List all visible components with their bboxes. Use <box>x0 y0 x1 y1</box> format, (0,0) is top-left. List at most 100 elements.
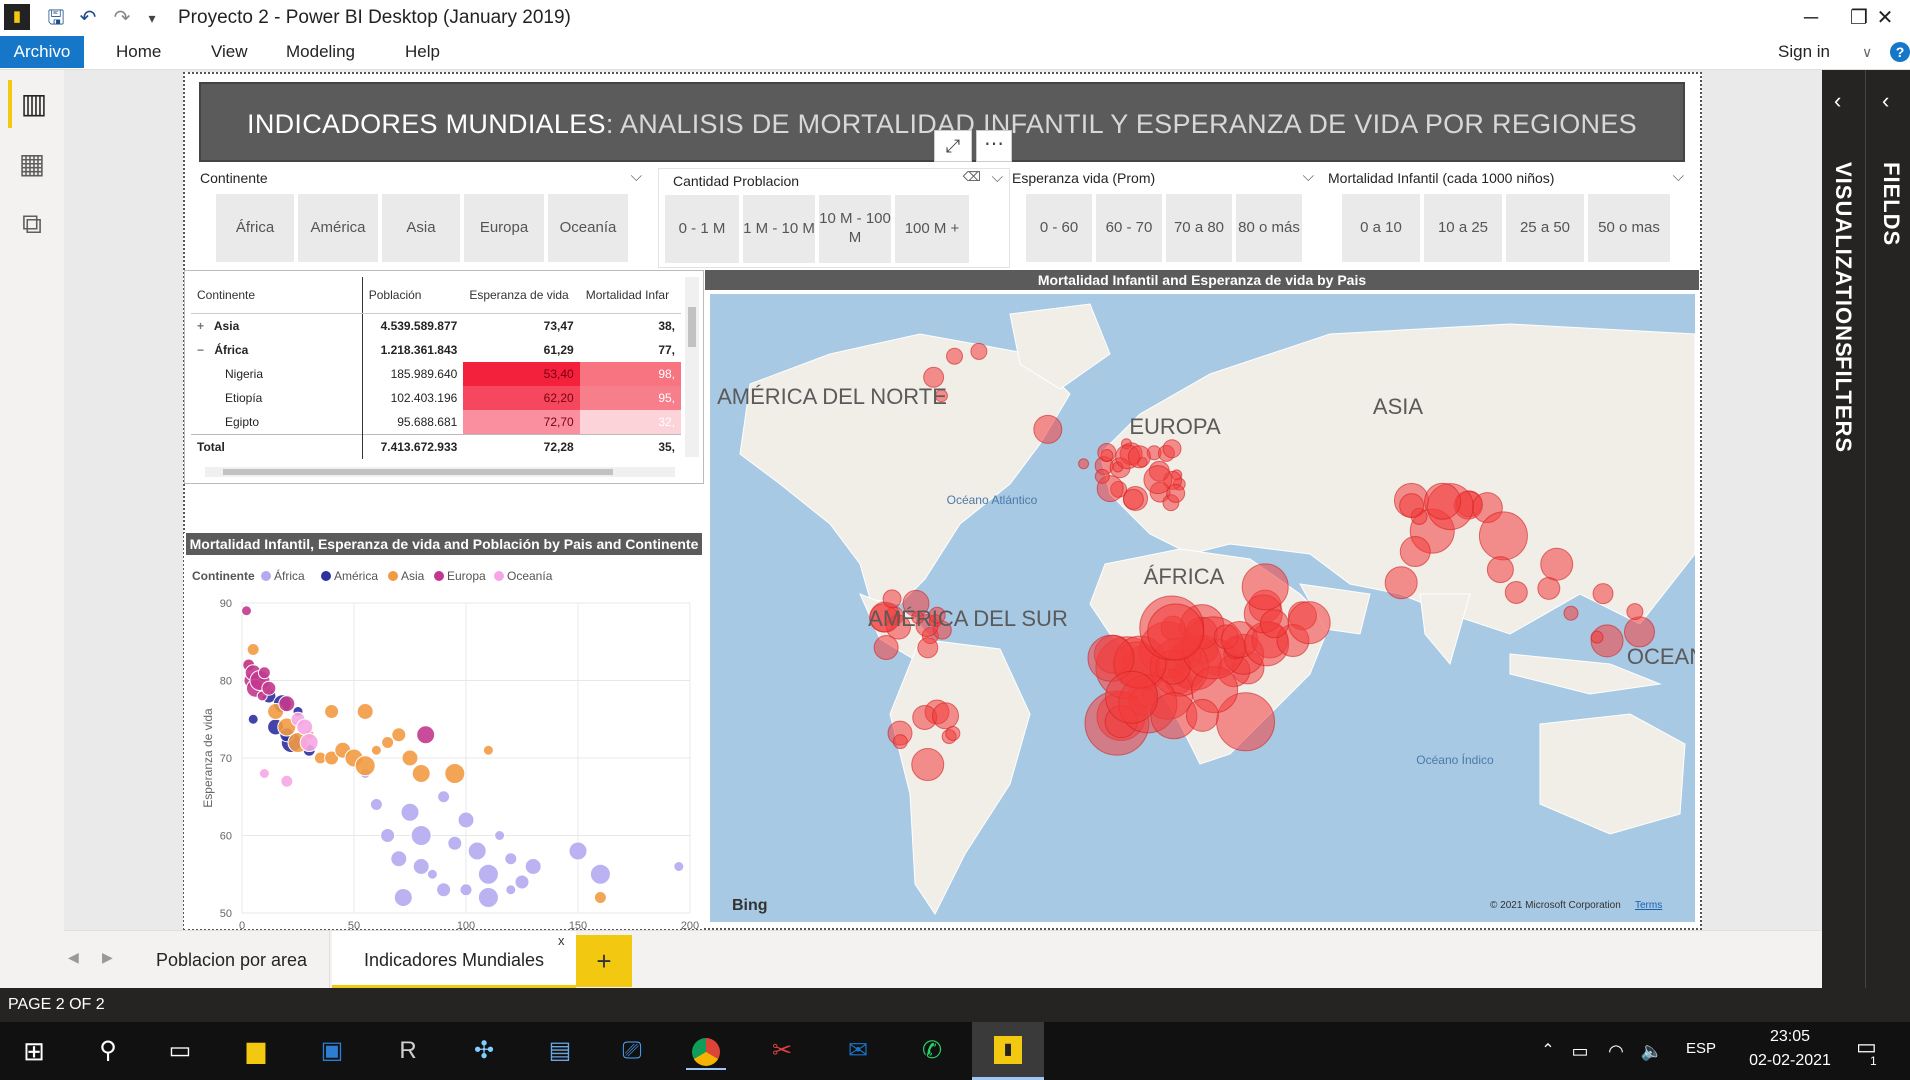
volume-icon[interactable]: 🔈 <box>1640 1041 1664 1061</box>
scatter-point[interactable] <box>391 727 407 743</box>
tab-file[interactable]: Archivo <box>0 36 84 68</box>
scatter-point[interactable] <box>467 841 487 861</box>
clock-time[interactable]: 23:05 <box>1769 1028 1811 1045</box>
scatter-point[interactable] <box>370 744 382 756</box>
slicer-option[interactable]: Oceanía <box>548 194 628 262</box>
tabs-scroll-left-icon[interactable]: ◀ <box>68 949 79 965</box>
remote-desktop-icon[interactable]: ▤ <box>548 1037 572 1064</box>
scatter-point[interactable] <box>296 718 314 736</box>
map-bubble[interactable] <box>1078 458 1090 470</box>
map-bubble[interactable] <box>1094 468 1110 484</box>
scatter-point[interactable] <box>258 768 270 779</box>
slicer-option[interactable]: África <box>216 194 294 262</box>
scatter-point[interactable] <box>400 802 420 822</box>
scatter-point[interactable] <box>381 736 395 749</box>
scatter-point[interactable] <box>410 825 432 846</box>
slicer-option[interactable]: Asia <box>382 194 460 262</box>
chevron-down-icon[interactable]: ⌵ <box>1672 168 1684 185</box>
map-bubble[interactable] <box>1592 583 1614 605</box>
scatter-point[interactable] <box>257 666 271 680</box>
scatter-point[interactable] <box>477 887 499 908</box>
legend-entry[interactable]: América <box>334 569 378 583</box>
scatter-point[interactable] <box>390 850 408 868</box>
slicer-option[interactable]: 60 - 70 <box>1096 194 1162 262</box>
table-row[interactable]: − África 1.218.361.843 61,29 77, <box>191 338 681 362</box>
scatter-point[interactable] <box>411 764 431 783</box>
slicer-option[interactable]: 10 M - 100 M <box>819 195 891 263</box>
task-view-icon[interactable]: ▭ <box>168 1037 192 1064</box>
map-bubble[interactable] <box>1486 556 1514 584</box>
notifications-icon[interactable]: ▭ <box>1856 1034 1877 1059</box>
scatter-point[interactable] <box>240 605 252 617</box>
map-bubble[interactable] <box>1033 414 1063 444</box>
slicer-option[interactable]: 0 a 10 <box>1342 194 1420 262</box>
chevron-down-icon[interactable]: ⌵ <box>630 168 642 185</box>
map-bubble[interactable] <box>1399 493 1425 519</box>
scatter-point[interactable] <box>299 733 319 752</box>
table-row[interactable]: Nigeria 185.989.640 53,40 98, <box>191 362 681 386</box>
scatter-point[interactable] <box>436 882 452 898</box>
scatter-point[interactable] <box>457 811 475 829</box>
map-bubble[interactable] <box>1162 439 1182 459</box>
slicer-option[interactable]: 0 - 60 <box>1026 194 1092 262</box>
slicer-option[interactable]: 100 M + <box>895 195 969 263</box>
scatter-point[interactable] <box>369 798 383 811</box>
map-bubble[interactable] <box>1241 563 1289 611</box>
scatter-point[interactable] <box>514 874 530 890</box>
map-bubble[interactable] <box>1143 465 1173 495</box>
scatter-point[interactable] <box>504 852 518 866</box>
undo-icon[interactable]: ↶ <box>79 7 97 29</box>
map-bubble[interactable] <box>1105 670 1159 724</box>
report-view-icon[interactable]: ▥ <box>8 80 56 128</box>
scatter-point[interactable] <box>568 841 588 861</box>
model-view-icon[interactable]: ⧉ <box>22 208 42 239</box>
show-hidden-icons-icon[interactable]: ⌃ <box>1541 1042 1555 1059</box>
redo-icon[interactable]: ↷ <box>113 7 131 29</box>
slicer-option[interactable]: América <box>298 194 378 262</box>
scatter-point[interactable] <box>356 703 374 720</box>
powershell-icon[interactable]: ▣ <box>320 1037 344 1064</box>
map-bubble[interactable] <box>1147 603 1205 661</box>
map-bubble[interactable] <box>946 347 964 365</box>
table-row[interactable]: Egipto 95.688.681 72,70 32, <box>191 410 681 435</box>
help-icon[interactable]: ? <box>1890 42 1910 62</box>
slicer-option[interactable]: 25 a 50 <box>1506 194 1584 262</box>
map-bubble[interactable] <box>1399 536 1431 568</box>
windows-start-icon[interactable]: ⊞ <box>23 1036 45 1066</box>
table-row[interactable]: Etiopía 102.403.196 62,20 95, <box>191 386 681 410</box>
slicer-option[interactable]: 10 a 25 <box>1424 194 1502 262</box>
r-studio-icon[interactable]: R <box>399 1037 417 1064</box>
map-bubble[interactable] <box>1563 605 1579 621</box>
wifi-icon[interactable]: ◠ <box>1608 1041 1624 1061</box>
save-icon[interactable]: 🖫 <box>47 7 65 29</box>
map-bubble[interactable] <box>882 589 902 609</box>
scatter-point[interactable] <box>278 695 296 713</box>
search-icon[interactable]: ⚲ <box>99 1037 117 1064</box>
network-app-icon[interactable]: ✣ <box>473 1037 495 1064</box>
close-button[interactable]: ✕ <box>1876 7 1894 29</box>
legend-entry[interactable]: Oceanía <box>507 569 553 583</box>
scatter-point[interactable] <box>673 861 685 872</box>
slicer-option[interactable]: 80 o más <box>1236 194 1302 262</box>
outlook-icon[interactable]: ✉ <box>847 1037 869 1064</box>
scatter-point[interactable] <box>393 888 413 907</box>
map-bubble[interactable] <box>932 702 960 730</box>
column-header[interactable]: Continente <box>191 277 363 314</box>
map-bubble[interactable] <box>1287 601 1331 645</box>
scatter-point[interactable] <box>401 749 419 767</box>
tab-help[interactable]: Help <box>405 42 440 61</box>
scatter-point[interactable] <box>444 763 466 784</box>
scatter-point[interactable] <box>412 858 430 875</box>
page-tab-poblacion[interactable]: Poblacion por area <box>134 931 330 989</box>
scatter-point[interactable] <box>324 750 340 766</box>
slicer-option[interactable]: Europa <box>464 194 544 262</box>
tabs-scroll-right-icon[interactable]: ▶ <box>102 949 113 965</box>
map-bubble[interactable] <box>1590 630 1604 644</box>
battery-icon[interactable]: ▭ <box>1571 1041 1589 1061</box>
focus-mode-icon[interactable]: ⤢ <box>934 130 972 162</box>
map-bubble[interactable] <box>873 635 899 661</box>
map-bubble[interactable] <box>1384 566 1418 600</box>
column-header[interactable]: Mortalidad Infar <box>579 277 681 314</box>
map-bubble[interactable] <box>1259 609 1289 639</box>
slicer-option[interactable]: 70 a 80 <box>1166 194 1232 262</box>
